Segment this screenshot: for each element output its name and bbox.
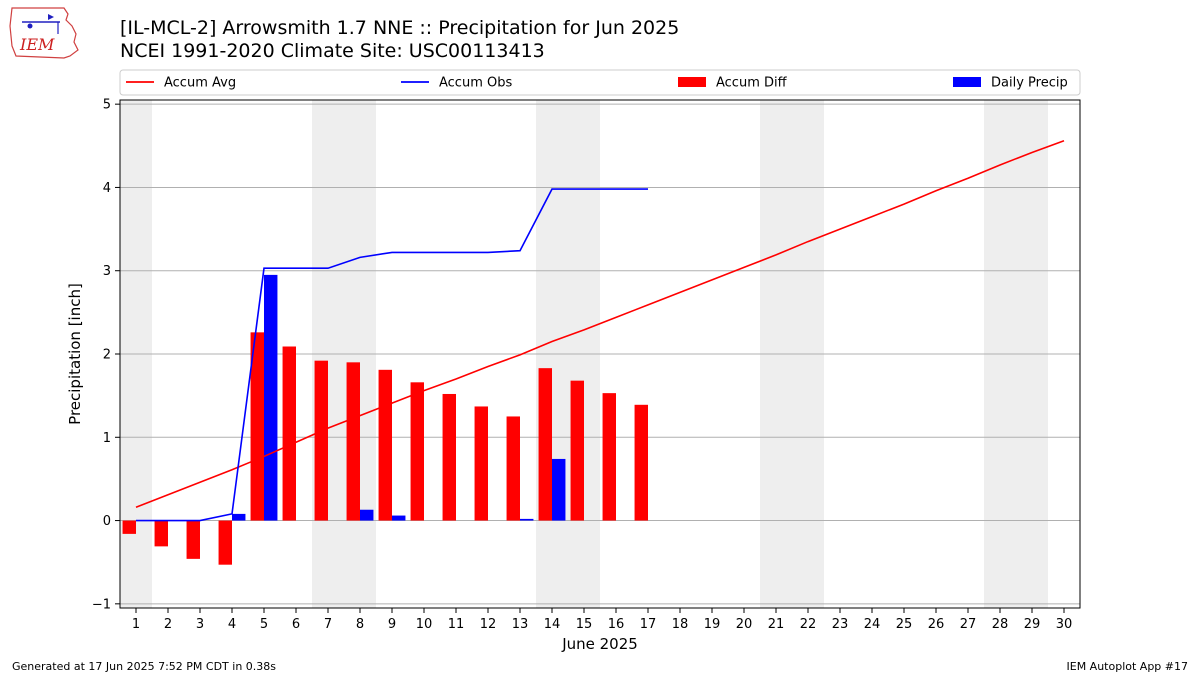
accum-diff-bar xyxy=(282,346,296,521)
legend-frame xyxy=(119,69,1081,96)
x-tick-label: 26 xyxy=(928,617,945,632)
x-tick-label: 16 xyxy=(608,617,625,632)
accum-diff-bar xyxy=(570,380,584,521)
x-tick-label: 10 xyxy=(416,617,433,632)
x-tick-label: 4 xyxy=(228,617,236,632)
y-tick-label: 3 xyxy=(103,264,111,279)
x-tick-label: 25 xyxy=(896,617,913,632)
accum-obs-line xyxy=(136,188,648,522)
x-axis-label: June 2025 xyxy=(561,635,638,653)
legend-label: Accum Avg xyxy=(164,76,236,91)
daily-precip-bar xyxy=(264,274,278,521)
x-tick-label: 12 xyxy=(480,617,497,632)
x-tick-label: 8 xyxy=(356,617,364,632)
x-tick-label: 28 xyxy=(992,617,1009,632)
daily-precip-bar xyxy=(520,518,534,521)
accum-diff-bar xyxy=(122,520,136,534)
accum-diff-bar xyxy=(186,520,200,559)
accum-diff-bars xyxy=(122,332,648,565)
legend-entry: Accum Diff xyxy=(678,76,788,91)
legend: Accum Avg Accum Obs Accum Diff Daily Precip xyxy=(119,69,1081,96)
x-tick-label: 24 xyxy=(864,617,881,632)
x-tick-label: 23 xyxy=(832,617,849,632)
accum-avg-line xyxy=(135,140,1065,508)
legend-entry: Accum Avg xyxy=(126,76,236,91)
accum-diff-bar xyxy=(506,416,520,521)
legend-swatch xyxy=(953,77,981,87)
x-tick-label: 7 xyxy=(324,617,332,632)
x-tick-label: 29 xyxy=(1024,617,1041,632)
x-tick-label: 13 xyxy=(512,617,529,632)
x-tick-label: 6 xyxy=(292,617,300,632)
x-tick-label: 18 xyxy=(672,617,689,632)
accum-lines xyxy=(135,140,1065,522)
daily-precip-bar xyxy=(360,509,374,521)
accum-diff-bar xyxy=(538,368,552,521)
daily-precip-bar xyxy=(232,513,246,521)
x-tick-label: 30 xyxy=(1056,617,1073,632)
x-tick-label: 14 xyxy=(544,617,561,632)
accum-diff-bar xyxy=(378,369,392,521)
y-tick-label: 1 xyxy=(103,431,111,446)
accum-diff-bar xyxy=(314,360,328,521)
accum-diff-bar xyxy=(474,406,488,521)
app-label: IEM Autoplot App #17 xyxy=(1066,660,1189,673)
legend-label: Accum Obs xyxy=(439,76,512,91)
accum-diff-bar xyxy=(410,382,424,521)
y-tick-label: 0 xyxy=(103,514,111,529)
chart-title: [IL-MCL-2] Arrowsmith 1.7 NNE :: Precipi… xyxy=(120,17,680,39)
x-tick-label: 9 xyxy=(388,617,396,632)
iem-logo-icon: IEM xyxy=(9,7,79,59)
daily-precip-bar xyxy=(392,515,406,521)
daily-precip-bar xyxy=(552,458,566,521)
accum-diff-bar xyxy=(154,520,168,547)
x-tick-label: 11 xyxy=(448,617,465,632)
x-tick-label: 1 xyxy=(132,617,140,632)
y-axis: −1 0 1 2 3 4 5 xyxy=(92,98,120,612)
y-axis-label: Precipitation [inch] xyxy=(66,283,84,425)
x-tick-label: 17 xyxy=(640,617,657,632)
chart-subtitle: NCEI 1991-2020 Climate Site: USC00113413 xyxy=(120,40,545,62)
x-tick-label: 19 xyxy=(704,617,721,632)
generated-timestamp: Generated at 17 Jun 2025 7:52 PM CDT in … xyxy=(12,660,277,673)
x-tick-label: 5 xyxy=(260,617,268,632)
x-tick-label: 21 xyxy=(768,617,785,632)
daily-precip-bars xyxy=(232,274,566,521)
legend-entry: Accum Obs xyxy=(401,76,512,91)
accum-diff-bar xyxy=(218,520,232,565)
legend-swatch xyxy=(678,77,706,87)
x-axis: 1 2 3 4 5 6 7 8 9 10 11 12 13 14 15 16 17 18 19 20 21 22 23 24 2… xyxy=(132,608,1072,632)
svg-text:IEM: IEM xyxy=(19,35,55,54)
accum-diff-bar xyxy=(250,332,264,521)
x-tick-label: 2 xyxy=(164,617,172,632)
accum-diff-bar xyxy=(346,362,360,521)
y-tick-label: −1 xyxy=(92,597,111,612)
accum-diff-bar xyxy=(602,393,616,521)
legend-label: Accum Diff xyxy=(716,76,788,91)
legend-label: Daily Precip xyxy=(991,76,1068,91)
x-tick-label: 3 xyxy=(196,617,204,632)
grid-lines xyxy=(120,103,1080,605)
x-tick-label: 15 xyxy=(576,617,593,632)
x-tick-label: 27 xyxy=(960,617,977,632)
y-tick-label: 5 xyxy=(103,98,111,113)
x-tick-label: 22 xyxy=(800,617,817,632)
accum-diff-bar xyxy=(442,393,456,521)
accum-diff-bar xyxy=(634,404,648,521)
y-tick-label: 4 xyxy=(103,181,111,196)
legend-entry: Daily Precip xyxy=(953,76,1068,91)
y-tick-label: 2 xyxy=(103,348,111,363)
x-tick-label: 20 xyxy=(736,617,753,632)
